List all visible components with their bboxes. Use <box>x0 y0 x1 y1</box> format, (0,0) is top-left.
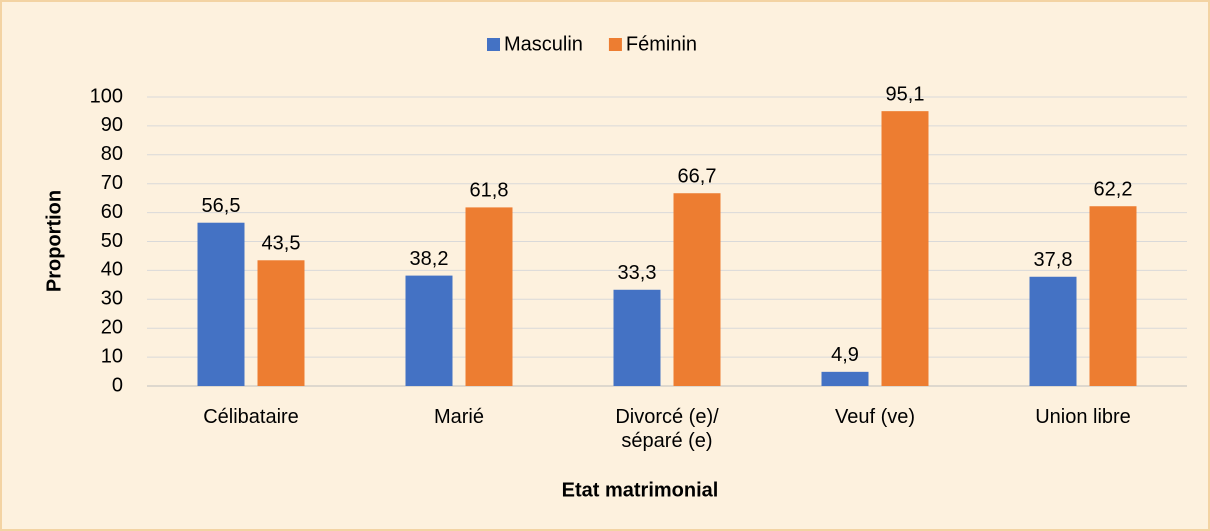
x-tick-label: Union libre <box>1035 406 1131 428</box>
bar <box>405 275 453 386</box>
legend-label: Masculin <box>504 33 583 55</box>
bar <box>197 222 245 386</box>
y-axis-title: Proportion <box>43 190 65 292</box>
bar <box>821 371 869 386</box>
bar <box>1029 276 1077 386</box>
x-tick-label: Veuf (ve) <box>834 406 916 428</box>
data-label: 61,8 <box>470 180 509 202</box>
bar <box>257 260 305 386</box>
legend-label: Féminin <box>626 33 697 55</box>
legend-swatch <box>487 38 500 51</box>
x-tick-label: Divorcé (e)/ séparé (e) <box>615 406 719 452</box>
y-tick-label: 50 <box>101 230 123 252</box>
x-axis-title: Etat matrimonial <box>562 479 719 501</box>
data-label: 95,1 <box>886 83 925 105</box>
bar <box>673 193 721 386</box>
y-tick-label: 10 <box>101 345 123 367</box>
data-label: 4,9 <box>831 344 859 366</box>
data-label: 37,8 <box>1034 249 1073 271</box>
y-tick-label: 30 <box>101 288 123 310</box>
y-tick-label: 100 <box>90 85 123 107</box>
y-tick-label: 60 <box>101 201 123 223</box>
x-tick-label: Célibataire <box>203 406 299 428</box>
y-tick-label: 70 <box>101 172 123 194</box>
y-tick-label: 20 <box>101 316 123 338</box>
y-tick-label: 90 <box>101 114 123 136</box>
data-label: 66,7 <box>678 166 717 188</box>
data-label: 62,2 <box>1094 179 1133 201</box>
y-tick-label: 0 <box>112 374 123 396</box>
bar <box>465 207 513 386</box>
legend-swatch <box>608 38 622 51</box>
y-tick-label: 80 <box>101 143 123 165</box>
data-label: 43,5 <box>262 233 301 255</box>
x-tick-label: Marié <box>433 406 484 428</box>
data-label: 56,5 <box>202 195 241 217</box>
bar <box>881 111 929 386</box>
y-tick-label: 40 <box>101 259 123 281</box>
bar <box>613 289 661 386</box>
data-label: 33,3 <box>618 262 657 284</box>
data-label: 38,2 <box>410 248 449 270</box>
bar <box>1089 206 1137 386</box>
